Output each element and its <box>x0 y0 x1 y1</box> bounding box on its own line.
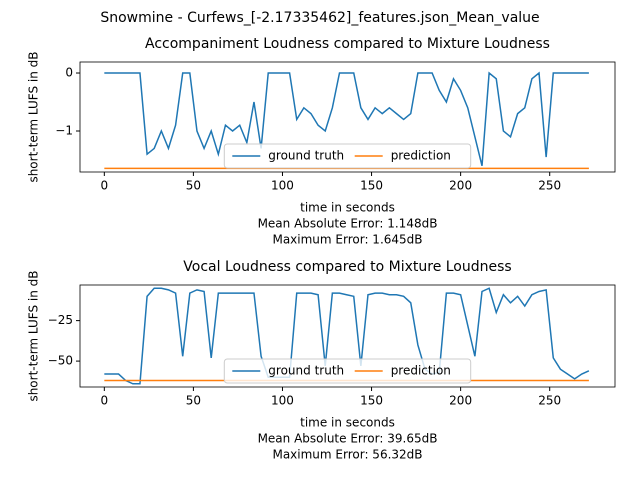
y-tick-label: 0 <box>65 66 73 80</box>
series-line <box>104 287 590 385</box>
axes-title: Vocal Loudness compared to Mixture Loudn… <box>183 259 511 275</box>
x-tick-label: 100 <box>271 394 294 408</box>
x-tick-label: 150 <box>360 394 383 408</box>
y-tick-label: −1 <box>55 124 73 138</box>
legend: ground truth prediction <box>223 143 472 169</box>
annotation: Maximum Error: 1.645dB <box>272 233 422 247</box>
x-tick-label: 0 <box>100 179 108 193</box>
legend-box <box>223 143 472 169</box>
legend-label: ground truth <box>268 149 344 163</box>
x-tick-label: 200 <box>449 394 472 408</box>
series-line <box>104 71 589 166</box>
figure-title: Snowmine - Curfews_[-2.17335462]_feature… <box>100 10 539 26</box>
x-tick-label: 200 <box>449 179 472 193</box>
annotation: Maximum Error: 56.32dB <box>272 448 422 462</box>
axes-frame <box>79 284 616 388</box>
legend-label: prediction <box>391 364 451 378</box>
x-tick-label: 250 <box>538 394 561 408</box>
x-tick-label: 50 <box>186 179 201 193</box>
legend-label: prediction <box>391 149 451 163</box>
y-tick-label: −25 <box>48 313 73 327</box>
legend-box <box>223 358 472 384</box>
axes-title: Accompaniment Loudness compared to Mixtu… <box>145 36 550 52</box>
legend: ground truth prediction <box>223 358 472 384</box>
x-tick-label: 100 <box>271 179 294 193</box>
x-tick-label: 0 <box>100 394 108 408</box>
x-tick-label: 150 <box>360 179 383 193</box>
y-tick-label: −50 <box>48 354 73 368</box>
x-tick-label: 250 <box>538 179 561 193</box>
y-axis-label: short-term LUFS in dB <box>27 270 41 401</box>
x-tick-label: 50 <box>186 394 201 408</box>
axes-frame <box>79 61 616 173</box>
y-axis-label: short-term LUFS in dB <box>27 51 41 182</box>
annotation: Mean Absolute Error: 39.65dB <box>258 432 438 446</box>
legend-label: ground truth <box>268 364 344 378</box>
x-axis-label: time in seconds <box>300 416 395 430</box>
annotation: Mean Absolute Error: 1.148dB <box>258 217 438 231</box>
x-axis-label: time in seconds <box>300 201 395 215</box>
